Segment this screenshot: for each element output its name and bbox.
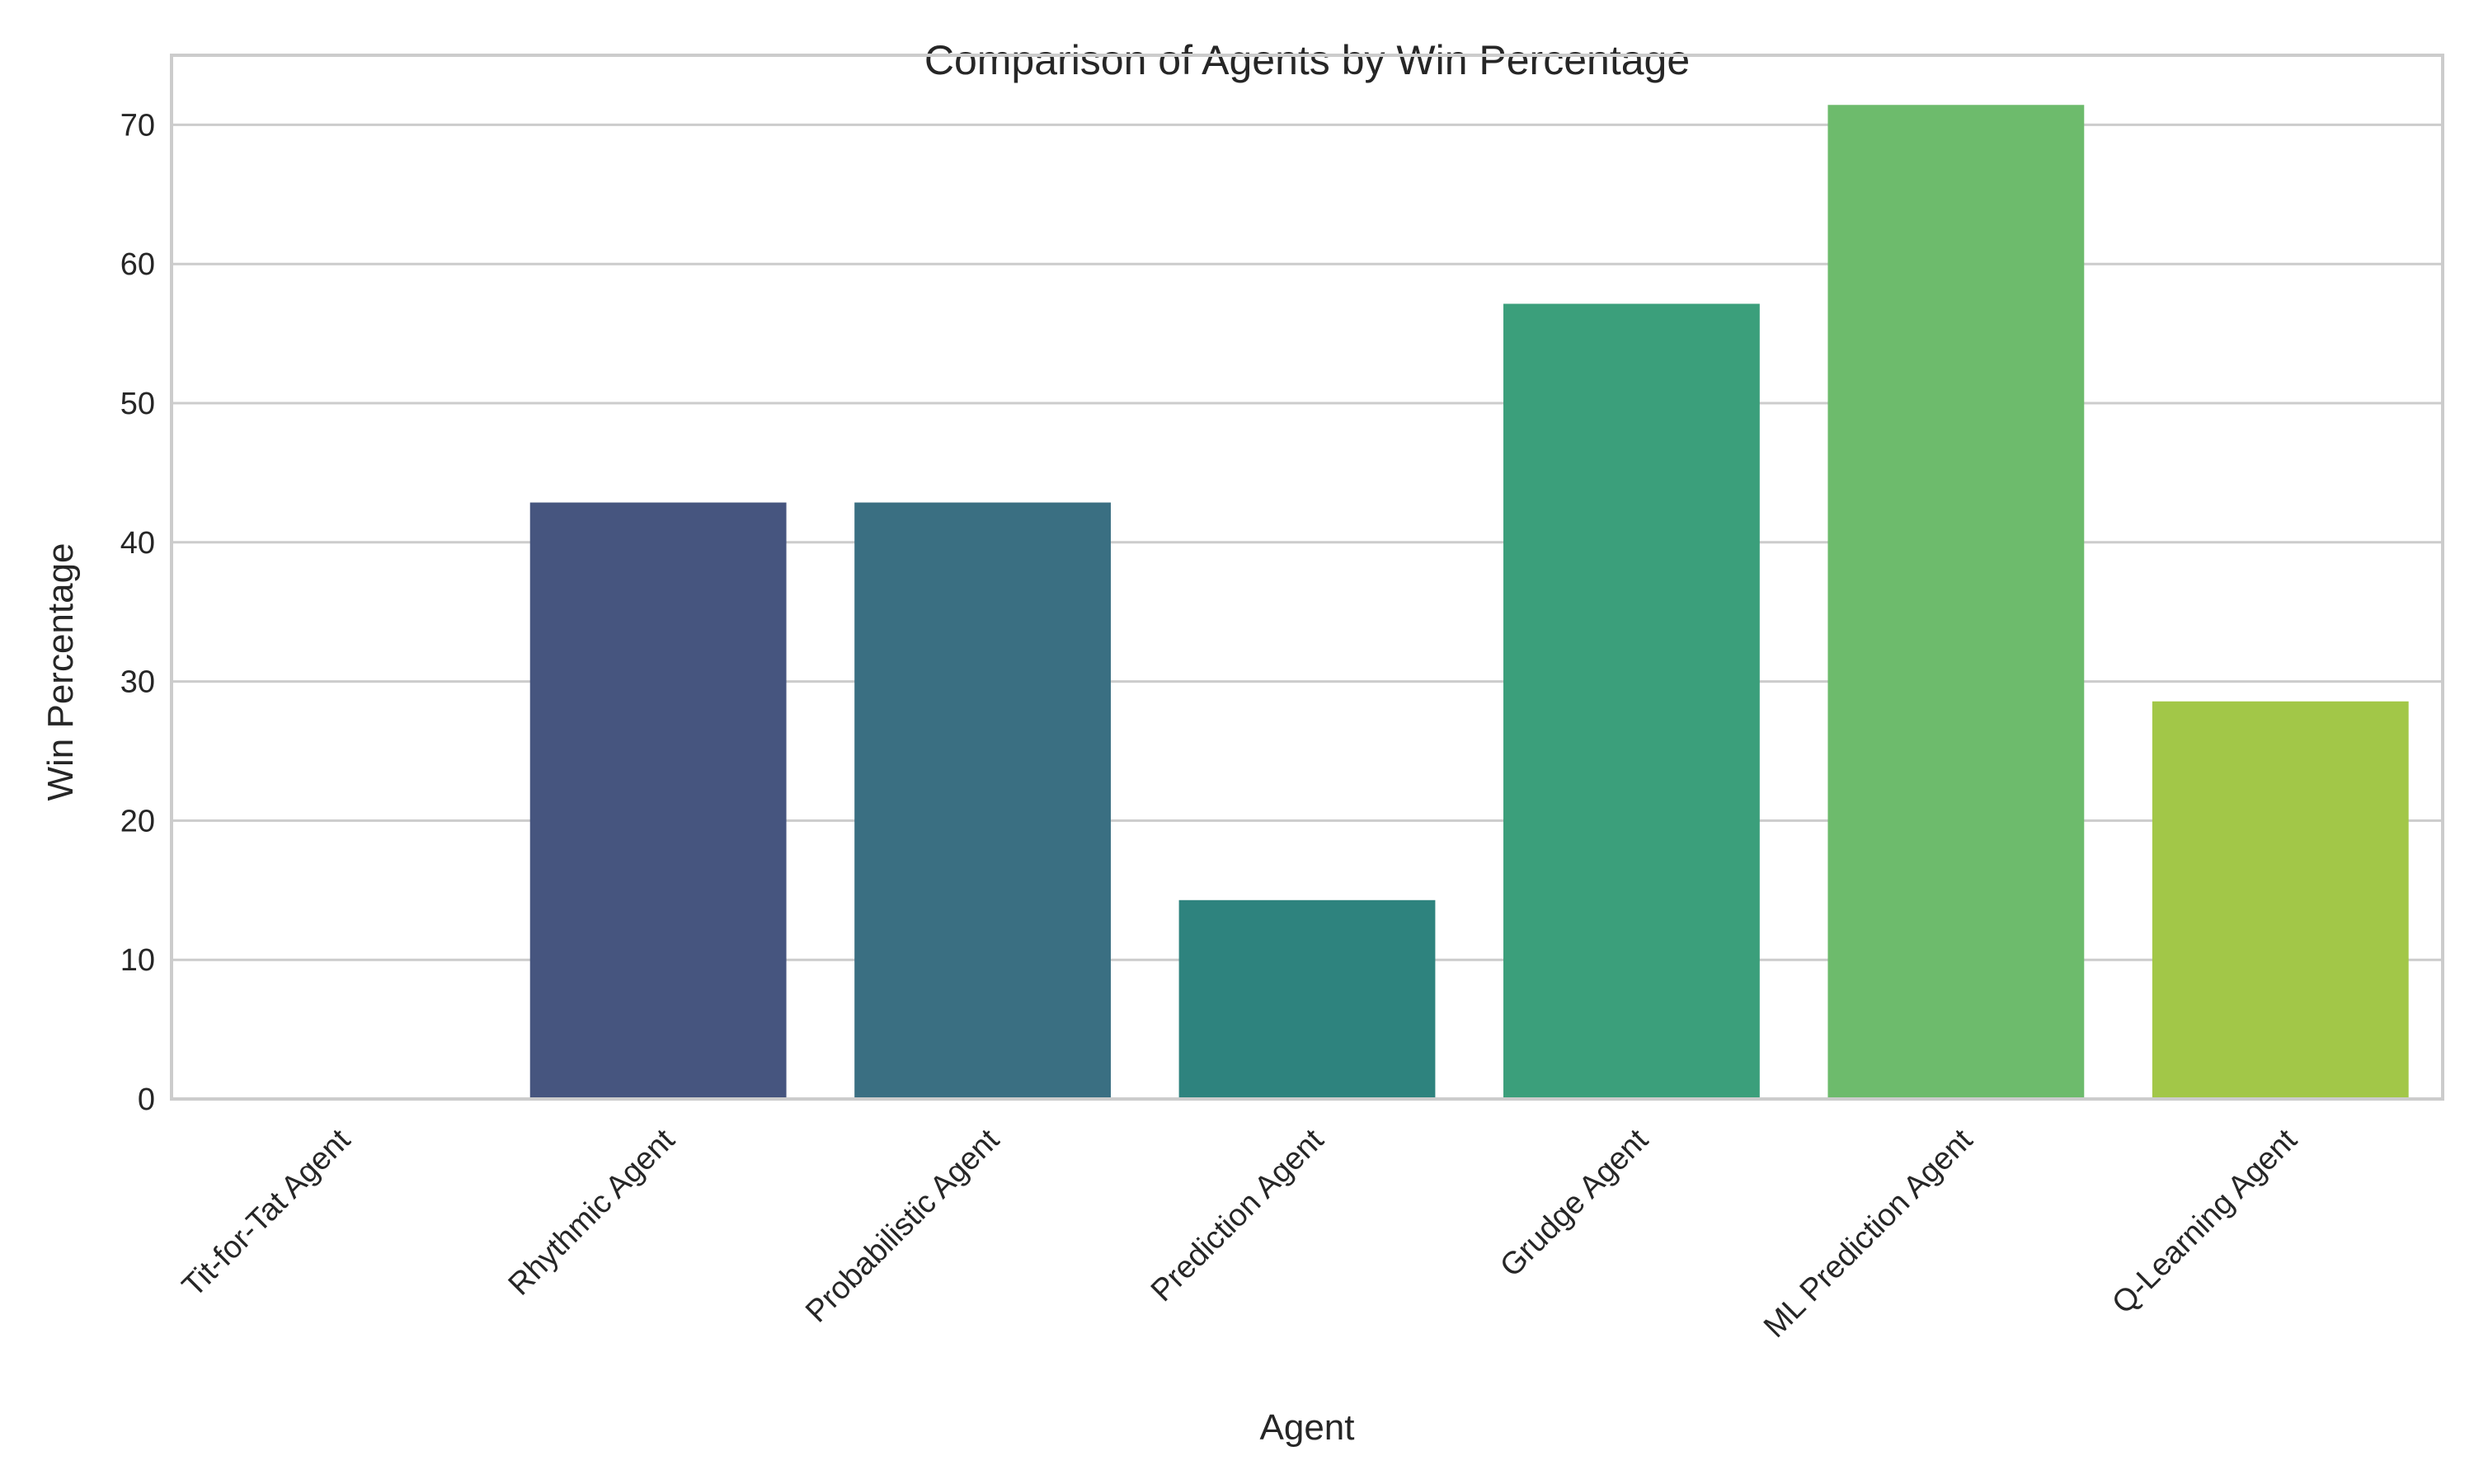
bar-ml-prediction-agent (1827, 105, 2085, 1099)
x-tick-label: Rhythmic Agent (502, 1122, 682, 1302)
x-tick-label: Prediction Agent (1145, 1122, 1331, 1308)
plot-frame (170, 54, 2444, 1101)
x-axis-ticks: Tit-for-Tat Agent Rhythmic Agent Probabili… (176, 1122, 2304, 1344)
x-tick-label: Probabilistic Agent (799, 1122, 1006, 1329)
y-tick-label: 50 (120, 387, 155, 421)
bar-rhythmic-agent (529, 502, 787, 1099)
x-tick-label: Tit-for-Tat Agent (176, 1122, 357, 1303)
y-tick-label: 30 (120, 665, 155, 700)
bar-probabilistic-agent (854, 502, 1111, 1099)
x-tick-label: ML Prediction Agent (1757, 1122, 1979, 1344)
y-tick-label: 0 (138, 1082, 155, 1117)
x-tick-label: Q-Learning Agent (2105, 1122, 2304, 1321)
x-tick-label: Grudge Agent (1493, 1122, 1655, 1284)
bar-grudge-agent (1503, 303, 1760, 1099)
bars (529, 105, 2409, 1099)
y-axis-label: Win Percentage (40, 542, 81, 801)
y-tick-label: 10 (120, 943, 155, 978)
y-axis-ticks: 0 10 20 30 40 50 60 70 (120, 108, 155, 1117)
y-tick-label: 20 (120, 804, 155, 838)
y-tick-label: 70 (120, 108, 155, 143)
y-tick-label: 60 (120, 247, 155, 282)
bar-q-learning-agent (2152, 701, 2409, 1099)
bar-prediction-agent (1178, 899, 1436, 1099)
chart-title: Comparison of Agents by Win Percentage (924, 37, 1690, 83)
x-axis-label: Agent (1260, 1407, 1355, 1448)
y-tick-label: 40 (120, 526, 155, 561)
